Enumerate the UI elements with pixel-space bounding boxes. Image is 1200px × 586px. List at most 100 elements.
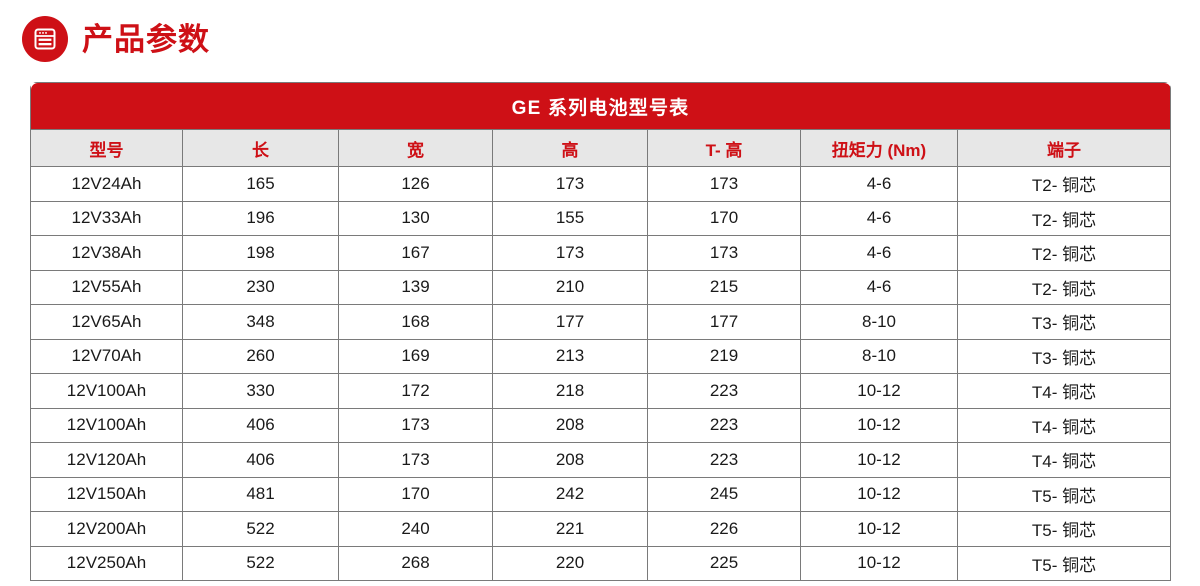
cell-torque: 10-12: [800, 476, 958, 512]
cell-t-height: 226: [647, 511, 801, 547]
cell-width: 169: [338, 338, 493, 374]
table-row: 12V38Ah 198 167 173 173 4-6 T2- 铜芯: [30, 235, 1172, 271]
cell-length: 260: [182, 338, 339, 374]
cell-t-height: 177: [647, 304, 801, 340]
cell-width: 172: [338, 373, 493, 409]
cell-model: 12V55Ah: [30, 269, 183, 305]
table-header-row: 型号 长 宽 高 T- 高 扭矩力 (Nm) 端子: [30, 129, 1172, 167]
cell-height: 210: [492, 269, 648, 305]
cell-model: 12V33Ah: [30, 200, 183, 236]
cell-height: 173: [492, 235, 648, 271]
cell-width: 173: [338, 442, 493, 478]
cell-t-height: 215: [647, 269, 801, 305]
cell-length: 481: [182, 476, 339, 512]
cell-height: 208: [492, 407, 648, 443]
cell-terminal: T2- 铜芯: [956, 166, 1172, 202]
table-row: 12V70Ah 260 169 213 219 8-10 T3- 铜芯: [30, 338, 1172, 374]
column-header-length: 长: [182, 129, 339, 167]
cell-width: 168: [338, 304, 493, 340]
cell-terminal: T5- 铜芯: [956, 545, 1172, 581]
cell-model: 12V250Ah: [30, 545, 183, 581]
cell-width: 139: [338, 269, 493, 305]
cell-torque: 4-6: [800, 166, 958, 202]
cell-height: 177: [492, 304, 648, 340]
table-row: 12V100Ah 330 172 218 223 10-12 T4- 铜芯: [30, 373, 1172, 409]
cell-model: 12V38Ah: [30, 235, 183, 271]
cell-torque: 8-10: [800, 338, 958, 374]
cell-torque: 10-12: [800, 407, 958, 443]
cell-height: 155: [492, 200, 648, 236]
table-row: 12V120Ah 406 173 208 223 10-12 T4- 铜芯: [30, 442, 1172, 478]
cell-width: 173: [338, 407, 493, 443]
cell-torque: 10-12: [800, 442, 958, 478]
table-banner-row: GE 系列电池型号表: [30, 82, 1172, 130]
cell-model: 12V100Ah: [30, 373, 183, 409]
cell-terminal: T5- 铜芯: [956, 476, 1172, 512]
cell-length: 406: [182, 442, 339, 478]
cell-model: 12V24Ah: [30, 166, 183, 202]
cell-terminal: T4- 铜芯: [956, 442, 1172, 478]
cell-terminal: T4- 铜芯: [956, 373, 1172, 409]
cell-torque: 8-10: [800, 304, 958, 340]
cell-length: 330: [182, 373, 339, 409]
cell-length: 165: [182, 166, 339, 202]
table-row: 12V100Ah 406 173 208 223 10-12 T4- 铜芯: [30, 407, 1172, 443]
cell-length: 230: [182, 269, 339, 305]
cell-terminal: T3- 铜芯: [956, 338, 1172, 374]
cell-torque: 10-12: [800, 545, 958, 581]
cell-model: 12V65Ah: [30, 304, 183, 340]
cell-torque: 4-6: [800, 200, 958, 236]
cell-terminal: T2- 铜芯: [956, 269, 1172, 305]
cell-torque: 10-12: [800, 373, 958, 409]
cell-torque: 4-6: [800, 269, 958, 305]
cell-width: 126: [338, 166, 493, 202]
cell-t-height: 170: [647, 200, 801, 236]
column-header-width: 宽: [338, 129, 493, 167]
cell-height: 242: [492, 476, 648, 512]
cell-model: 12V70Ah: [30, 338, 183, 374]
cell-t-height: 173: [647, 166, 801, 202]
column-header-model: 型号: [30, 129, 183, 167]
cell-t-height: 223: [647, 373, 801, 409]
spec-table-container: GE 系列电池型号表 型号 长 宽 高 T- 高 扭矩力 (Nm) 端子 12V…: [30, 82, 1172, 581]
cell-torque: 10-12: [800, 511, 958, 547]
cell-t-height: 223: [647, 442, 801, 478]
table-row: 12V55Ah 230 139 210 215 4-6 T2- 铜芯: [30, 269, 1172, 305]
cell-model: 12V120Ah: [30, 442, 183, 478]
table-row: 12V33Ah 196 130 155 170 4-6 T2- 铜芯: [30, 200, 1172, 236]
cell-terminal: T2- 铜芯: [956, 200, 1172, 236]
cell-length: 348: [182, 304, 339, 340]
cell-height: 213: [492, 338, 648, 374]
cell-length: 198: [182, 235, 339, 271]
cell-model: 12V100Ah: [30, 407, 183, 443]
table-row: 12V24Ah 165 126 173 173 4-6 T2- 铜芯: [30, 166, 1172, 202]
battery-spec-table: GE 系列电池型号表 型号 长 宽 高 T- 高 扭矩力 (Nm) 端子 12V…: [30, 82, 1172, 581]
cell-terminal: T3- 铜芯: [956, 304, 1172, 340]
table-row: 12V200Ah 522 240 221 226 10-12 T5- 铜芯: [30, 511, 1172, 547]
page-title: 产品参数: [82, 21, 210, 57]
cell-length: 196: [182, 200, 339, 236]
cell-terminal: T5- 铜芯: [956, 511, 1172, 547]
cell-width: 167: [338, 235, 493, 271]
cell-width: 130: [338, 200, 493, 236]
cell-t-height: 173: [647, 235, 801, 271]
cell-length: 406: [182, 407, 339, 443]
table-row: 12V150Ah 481 170 242 245 10-12 T5- 铜芯: [30, 476, 1172, 512]
cell-height: 220: [492, 545, 648, 581]
document-window-icon: [22, 16, 68, 62]
cell-terminal: T4- 铜芯: [956, 407, 1172, 443]
table-row: 12V65Ah 348 168 177 177 8-10 T3- 铜芯: [30, 304, 1172, 340]
cell-height: 221: [492, 511, 648, 547]
column-header-terminal: 端子: [956, 129, 1172, 167]
table-row: 12V250Ah 522 268 220 225 10-12 T5- 铜芯: [30, 545, 1172, 581]
cell-terminal: T2- 铜芯: [956, 235, 1172, 271]
cell-length: 522: [182, 511, 339, 547]
cell-t-height: 219: [647, 338, 801, 374]
column-header-height: 高: [492, 129, 648, 167]
cell-t-height: 223: [647, 407, 801, 443]
cell-t-height: 225: [647, 545, 801, 581]
cell-torque: 4-6: [800, 235, 958, 271]
cell-width: 268: [338, 545, 493, 581]
cell-height: 173: [492, 166, 648, 202]
cell-width: 240: [338, 511, 493, 547]
